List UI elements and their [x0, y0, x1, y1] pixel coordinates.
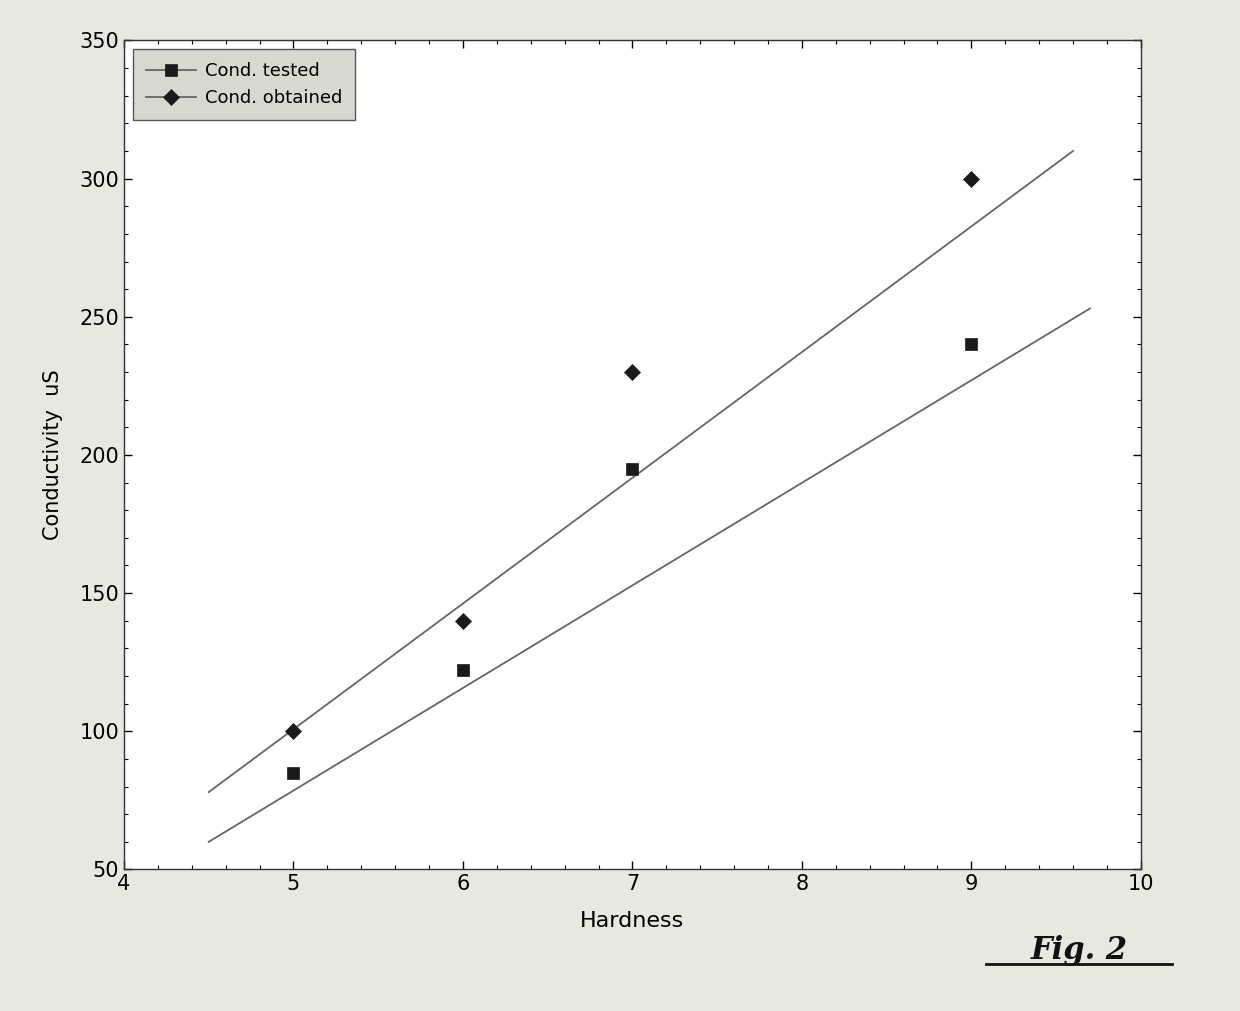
Text: Fig. 2: Fig. 2 [1030, 935, 1127, 966]
X-axis label: Hardness: Hardness [580, 911, 684, 931]
Cond. tested [625, 463, 640, 475]
Legend: Cond. tested, Cond. obtained: Cond. tested, Cond. obtained [133, 50, 356, 119]
Cond. tested [286, 766, 301, 778]
Cond. obtained [963, 173, 978, 185]
Line: Cond. tested: Cond. tested [288, 339, 977, 778]
Cond. tested [455, 664, 470, 676]
Cond. obtained [455, 615, 470, 627]
Line: Cond. obtained: Cond. obtained [288, 173, 977, 737]
Cond. obtained [286, 725, 301, 737]
Cond. tested [963, 339, 978, 351]
Cond. obtained [625, 366, 640, 378]
Y-axis label: Conductivity  uS: Conductivity uS [42, 370, 63, 540]
